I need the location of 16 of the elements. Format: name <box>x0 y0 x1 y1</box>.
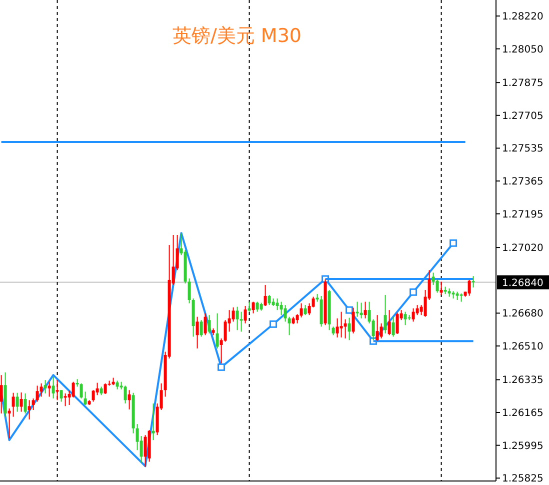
y-tick-label: 1.27365 <box>502 176 544 188</box>
y-tick-label: 1.25995 <box>502 440 544 452</box>
y-tick-label: 1.27020 <box>502 243 544 254</box>
y-tick-label: 1.26680 <box>502 308 544 320</box>
y-tick-label: 1.26510 <box>502 341 544 352</box>
y-tick-label: 1.27535 <box>502 144 544 155</box>
y-tick-label: 1.28050 <box>502 44 544 56</box>
ref-line-label: 1.26840 <box>502 278 544 289</box>
y-tick-label: 1.26335 <box>502 375 544 386</box>
y-tick-label: 1.27705 <box>502 110 544 122</box>
y-tick-label: 1.27875 <box>502 78 544 90</box>
y-tick-label: 1.25825 <box>502 474 544 485</box>
y-tick-label: 1.26165 <box>502 408 544 420</box>
y-tick-label: 1.27195 <box>502 209 544 220</box>
y-tick-label: 1.28220 <box>502 12 544 23</box>
text: 英镑/美元 M30 <box>172 25 302 47</box>
